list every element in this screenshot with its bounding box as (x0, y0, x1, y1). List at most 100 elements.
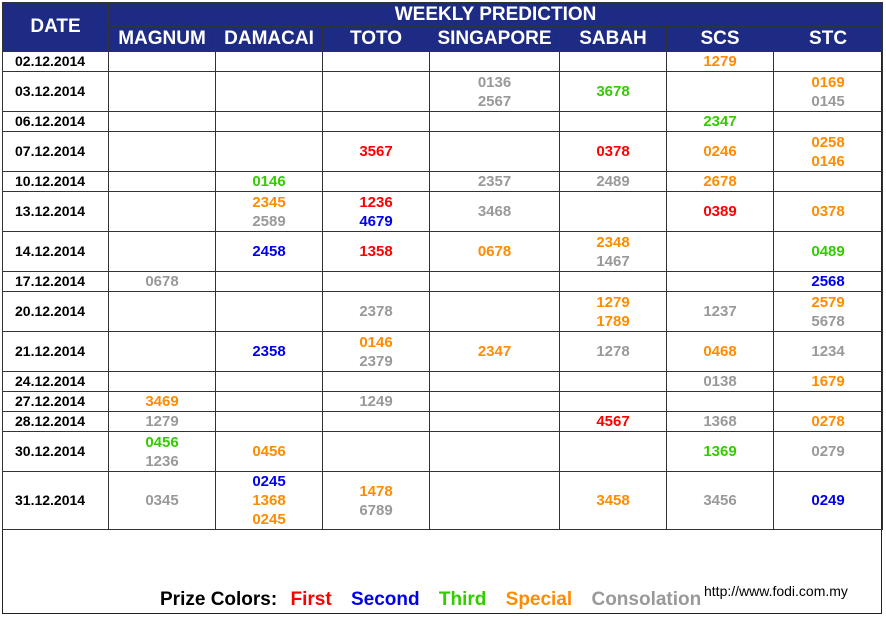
cell-scs: 0138 (666, 371, 774, 392)
cell-sabah: 0378 (559, 131, 667, 172)
table-row: 30.12.2014 0456 1236 0456 1369 0279 (2, 431, 884, 472)
cell-scs (666, 71, 774, 112)
prediction-number: 1368 (703, 413, 737, 430)
cell-sabah: 2348 1467 (559, 231, 667, 272)
prediction-number: 0136 (477, 73, 512, 91)
prediction-number: 1369 (703, 443, 737, 460)
cell-damacai: 0146 (215, 171, 323, 192)
cell-scs (666, 271, 774, 292)
cell-scs: 2347 (666, 111, 774, 132)
cell-toto (322, 111, 430, 132)
cell-sabah (559, 391, 667, 412)
row-date: 27.12.2014 (2, 391, 109, 412)
cell-sabah (559, 111, 667, 132)
table-row: 21.12.2014 2358 0146 2379 2347 1278 0468 1234 (2, 331, 884, 372)
prediction-number: 0389 (703, 203, 737, 220)
cell-damacai: 0456 (215, 431, 323, 472)
cell-toto: 2378 (322, 291, 430, 332)
cell-toto: 3567 (322, 131, 430, 172)
cell-singapore (429, 131, 560, 172)
prediction-number: 2589 (252, 212, 286, 230)
cell-damacai (215, 271, 323, 292)
legend-first: First (290, 589, 332, 610)
prediction-number: 2678 (703, 173, 737, 190)
table-row: 06.12.2014 2347 (2, 111, 884, 132)
prediction-number: 0258 (811, 133, 845, 151)
cell-magnum (108, 171, 216, 192)
row-date: 06.12.2014 (2, 111, 109, 132)
prediction-number: 1358 (359, 243, 393, 260)
table-row: 03.12.2014 0136 2567 3678 0169 0145 (2, 71, 884, 112)
prediction-number: 0378 (811, 203, 845, 220)
cell-damacai: 2458 (215, 231, 323, 272)
prediction-number: 2379 (359, 352, 393, 370)
cell-damacai (215, 411, 323, 432)
website-link[interactable]: http://www.fodi.com.my (704, 583, 848, 599)
prediction-number: 1368 (252, 492, 286, 509)
cell-damacai: 0245 1368 0245 (215, 471, 323, 530)
prediction-number: 0249 (811, 492, 845, 509)
cell-toto: 1358 (322, 231, 430, 272)
cell-stc: 0489 (772, 231, 884, 272)
cell-scs: 1368 (666, 411, 774, 432)
cell-magnum (108, 371, 216, 392)
column-header-damacai: DAMACAI (215, 26, 323, 52)
prediction-number: 0456 (145, 433, 179, 451)
prediction-number: 3458 (596, 492, 630, 509)
row-date: 07.12.2014 (2, 131, 109, 172)
cell-scs: 1279 (666, 51, 774, 72)
cell-magnum (108, 71, 216, 112)
prediction-number: 2358 (252, 343, 286, 360)
cell-stc: 1234 (772, 331, 884, 372)
cell-sabah (559, 271, 667, 292)
prediction-number: 0245 (252, 473, 286, 490)
cell-damacai (215, 111, 323, 132)
cell-sabah: 2489 (559, 171, 667, 192)
cell-magnum: 0456 1236 (108, 431, 216, 472)
prediction-number: 0146 (359, 333, 393, 351)
column-header-toto: TOTO (322, 26, 430, 52)
cell-stc: 2579 5678 (772, 291, 884, 332)
row-date: 17.12.2014 (2, 271, 109, 292)
table-row: 27.12.2014 3469 1249 (2, 391, 884, 412)
prediction-number: 1279 (596, 293, 630, 311)
cell-magnum: 0678 (108, 271, 216, 292)
cell-damacai (215, 51, 323, 72)
prediction-number: 3468 (477, 203, 512, 220)
prediction-number: 0489 (811, 243, 845, 260)
prediction-number: 2568 (811, 273, 845, 290)
prediction-number: 1679 (811, 373, 845, 390)
cell-magnum (108, 111, 216, 132)
cell-stc: 0169 0145 (772, 71, 884, 112)
cell-magnum (108, 331, 216, 372)
prize-colors-legend: Prize Colors: First Second Third Special… (160, 589, 715, 611)
cell-stc (772, 171, 884, 192)
cell-damacai: 2345 2589 (215, 191, 323, 232)
column-header-singapore: SINGAPORE (429, 26, 560, 52)
prediction-number: 2345 (252, 193, 286, 211)
prediction-number: 2567 (477, 92, 512, 110)
row-date: 20.12.2014 (2, 291, 109, 332)
prediction-number: 0678 (477, 243, 512, 260)
cell-stc (772, 391, 884, 412)
cell-toto: 0146 2379 (322, 331, 430, 372)
cell-magnum: 1279 (108, 411, 216, 432)
prediction-number: 0146 (811, 152, 845, 170)
cell-sabah: 1278 (559, 331, 667, 372)
cell-toto (322, 51, 430, 72)
table-row: 07.12.2014 3567 0378 0246 0258 0146 (2, 131, 884, 172)
cell-sabah: 1279 1789 (559, 291, 667, 332)
prediction-number: 6789 (359, 501, 393, 519)
cell-singapore (429, 431, 560, 472)
prediction-number: 3678 (596, 83, 630, 100)
row-date: 31.12.2014 (2, 471, 109, 530)
cell-singapore (429, 371, 560, 392)
prediction-number: 0456 (252, 443, 286, 460)
cell-stc: 2568 (772, 271, 884, 292)
prediction-number: 0146 (252, 173, 286, 190)
weekly-prediction-table: DATE WEEKLY PREDICTION MAGNUM DAMACAI TO… (2, 2, 884, 530)
cell-damacai (215, 71, 323, 112)
cell-damacai (215, 391, 323, 412)
cell-scs: 1369 (666, 431, 774, 472)
cell-toto (322, 71, 430, 112)
